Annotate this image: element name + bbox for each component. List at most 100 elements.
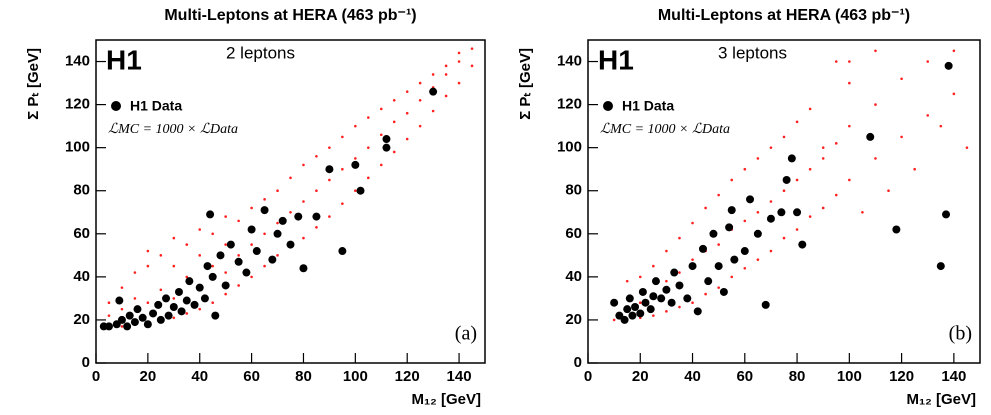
mc-point	[795, 228, 799, 231]
mc-point	[289, 176, 292, 180]
x-tick-label: 20	[140, 368, 157, 385]
mc-point	[120, 307, 124, 311]
legend-marker	[111, 101, 121, 111]
mc-point	[263, 198, 266, 201]
mc-point	[367, 146, 370, 149]
mc-point	[354, 189, 357, 193]
data-point	[154, 300, 163, 309]
mc-point	[107, 301, 111, 305]
mc-point	[120, 325, 124, 328]
subtitle: 2 leptons	[226, 43, 295, 62]
data-point	[203, 262, 212, 271]
mc-point	[834, 193, 838, 197]
mc-point	[926, 60, 930, 63]
mc-point	[159, 254, 163, 257]
y-tick-label: 0	[82, 354, 90, 371]
mc-point	[665, 249, 668, 253]
mc-point	[185, 275, 189, 279]
data-point	[149, 309, 158, 318]
data-point	[195, 283, 204, 292]
y-tick-label: 80	[565, 182, 582, 199]
mc-point	[952, 92, 956, 96]
mc-point	[341, 135, 344, 139]
mc-point	[939, 124, 943, 128]
mc-point	[821, 146, 825, 149]
data-point	[631, 303, 640, 312]
mc-point	[457, 51, 461, 55]
data-point	[351, 160, 360, 169]
y-tick-label: 40	[73, 268, 90, 285]
data-point	[719, 287, 728, 296]
data-point	[688, 262, 697, 271]
x-axis-label: M₁₂ [GeV]	[906, 391, 976, 408]
mc-point	[717, 193, 720, 197]
mc-point	[185, 312, 189, 315]
mc-point	[198, 254, 202, 257]
mc-point	[704, 292, 707, 296]
data-point	[636, 309, 645, 318]
mc-point	[665, 279, 668, 283]
mc-point	[211, 232, 214, 236]
data-point	[727, 206, 736, 215]
y-tick-label: 40	[565, 268, 582, 285]
mc-point	[392, 150, 396, 154]
x-tick-label: 140	[447, 368, 472, 385]
mc-point	[237, 254, 240, 257]
data-point	[610, 298, 619, 307]
data-point	[252, 247, 261, 256]
mc-point	[341, 202, 344, 205]
panel-label: (b)	[949, 323, 972, 345]
mc-point	[769, 249, 773, 253]
data-point	[740, 247, 749, 256]
experiment-label: H1	[598, 44, 634, 75]
mc-point	[444, 73, 448, 76]
data-point	[125, 311, 134, 320]
data-point	[787, 154, 796, 163]
mc-point	[198, 307, 202, 311]
data-point	[174, 287, 183, 296]
data-point	[208, 272, 217, 281]
data-point	[942, 210, 951, 219]
mc-point	[612, 318, 616, 322]
data-point	[638, 287, 647, 296]
x-tick-label: 60	[243, 368, 260, 385]
mc-point	[743, 266, 747, 270]
mc-point	[250, 275, 253, 279]
mc-point	[133, 297, 137, 300]
data-point	[312, 212, 321, 221]
mc-point	[678, 271, 681, 274]
mc-point	[379, 133, 383, 137]
mc-point	[224, 215, 227, 218]
data-point	[936, 262, 945, 271]
data-point	[761, 300, 770, 309]
x-tick-label: 0	[584, 368, 592, 385]
data-point	[169, 303, 178, 312]
data-point	[782, 175, 791, 184]
mc-point	[457, 81, 461, 85]
data-point	[746, 195, 755, 204]
data-point	[657, 294, 666, 303]
mc-point	[224, 292, 227, 296]
data-point	[130, 318, 139, 327]
data-point	[182, 296, 191, 305]
data-point	[683, 294, 692, 303]
data-point	[294, 212, 303, 221]
mc-point	[431, 109, 435, 113]
mc-point	[834, 60, 838, 63]
data-point	[753, 229, 762, 238]
x-axis-label: M₁₂ [GeV]	[411, 391, 481, 408]
data-point	[641, 298, 650, 307]
data-point	[892, 225, 901, 234]
y-tick-label: 140	[557, 53, 582, 70]
mc-point	[834, 142, 838, 145]
mc-point	[405, 111, 409, 115]
mc-point	[172, 264, 176, 268]
mc-point	[418, 81, 422, 85]
data-point	[299, 264, 308, 273]
data-point	[190, 300, 199, 309]
y-tick-label: 120	[65, 96, 90, 113]
y-axis-label: Σ Pₜ [GeV]	[517, 48, 534, 120]
mc-point	[289, 210, 292, 214]
mc-point	[900, 135, 903, 139]
data-point	[730, 255, 739, 264]
